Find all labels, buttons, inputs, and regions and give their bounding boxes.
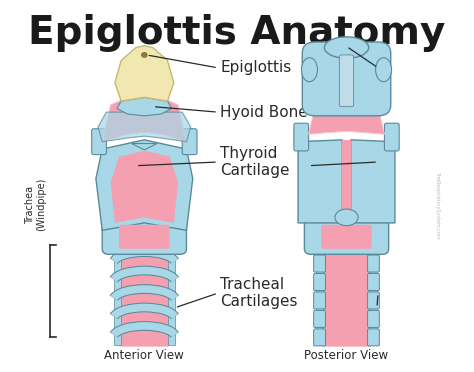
- Polygon shape: [351, 140, 395, 223]
- FancyBboxPatch shape: [294, 123, 309, 151]
- Text: Posterior View: Posterior View: [304, 349, 389, 362]
- FancyBboxPatch shape: [367, 310, 379, 327]
- Text: Thyroid
Cartilage: Thyroid Cartilage: [220, 146, 290, 178]
- FancyBboxPatch shape: [91, 129, 107, 155]
- Polygon shape: [117, 97, 172, 116]
- FancyBboxPatch shape: [367, 255, 379, 272]
- FancyBboxPatch shape: [367, 292, 379, 309]
- Polygon shape: [102, 94, 186, 142]
- Text: Epiglottis Anatomy: Epiglottis Anatomy: [28, 14, 446, 52]
- Polygon shape: [132, 144, 157, 150]
- FancyBboxPatch shape: [119, 225, 170, 249]
- Polygon shape: [98, 112, 191, 142]
- Ellipse shape: [324, 37, 369, 58]
- FancyBboxPatch shape: [314, 310, 326, 327]
- FancyBboxPatch shape: [314, 273, 326, 291]
- FancyBboxPatch shape: [102, 217, 186, 254]
- FancyBboxPatch shape: [321, 243, 372, 347]
- FancyBboxPatch shape: [314, 255, 326, 272]
- FancyBboxPatch shape: [304, 217, 389, 254]
- Polygon shape: [298, 140, 342, 223]
- FancyBboxPatch shape: [314, 329, 326, 346]
- Text: Hyoid Bone: Hyoid Bone: [220, 105, 308, 120]
- Polygon shape: [342, 140, 351, 223]
- Polygon shape: [110, 151, 178, 223]
- Polygon shape: [115, 46, 174, 101]
- FancyBboxPatch shape: [321, 225, 372, 249]
- FancyBboxPatch shape: [339, 55, 354, 107]
- Polygon shape: [316, 245, 323, 345]
- Circle shape: [141, 52, 148, 58]
- FancyBboxPatch shape: [367, 329, 379, 346]
- FancyBboxPatch shape: [384, 123, 399, 151]
- FancyBboxPatch shape: [119, 243, 170, 347]
- FancyBboxPatch shape: [314, 292, 326, 309]
- FancyBboxPatch shape: [182, 129, 197, 155]
- Polygon shape: [370, 245, 377, 345]
- Ellipse shape: [375, 58, 392, 82]
- Polygon shape: [114, 245, 121, 345]
- Text: Epiglottis: Epiglottis: [220, 60, 292, 76]
- Ellipse shape: [301, 58, 318, 82]
- Text: Trachea
(Windpipe): Trachea (Windpipe): [25, 178, 46, 231]
- Polygon shape: [309, 86, 384, 134]
- Text: Tracheal
Cartilages: Tracheal Cartilages: [220, 277, 298, 309]
- Polygon shape: [96, 140, 193, 230]
- Text: TheRespiratorySystem.com: TheRespiratorySystem.com: [435, 171, 439, 238]
- FancyBboxPatch shape: [302, 42, 391, 116]
- Text: Anterior View: Anterior View: [104, 349, 184, 362]
- Polygon shape: [167, 245, 174, 345]
- FancyBboxPatch shape: [367, 273, 379, 291]
- Ellipse shape: [335, 209, 358, 226]
